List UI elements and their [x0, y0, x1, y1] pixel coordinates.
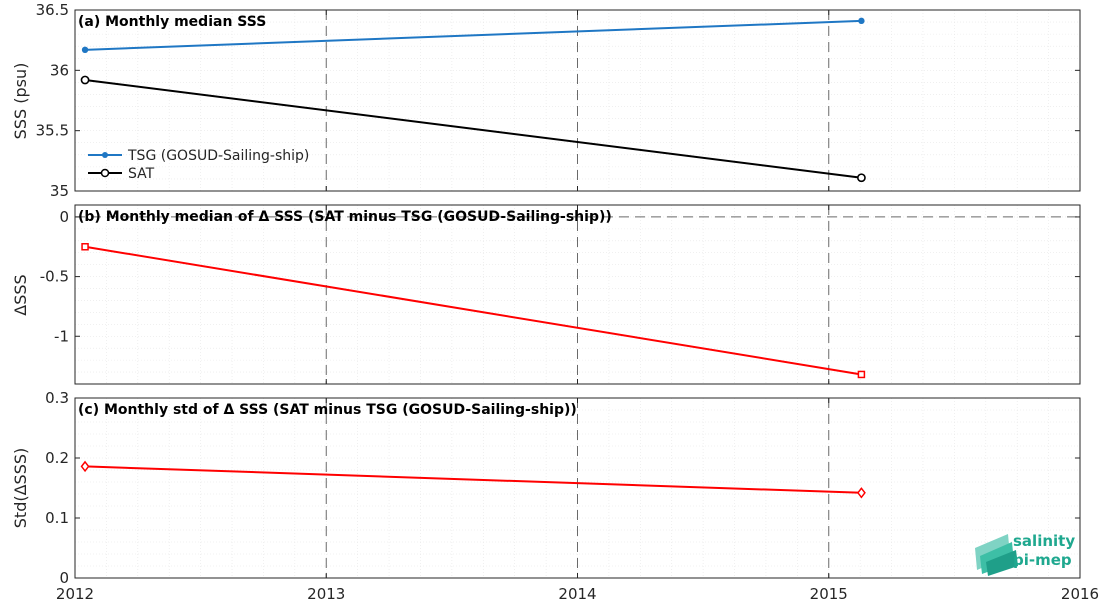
legend-label-sat: SAT	[128, 166, 155, 182]
data-point	[857, 370, 866, 379]
x-tick-label: 2015	[810, 585, 848, 603]
logo-wave-icon	[975, 534, 1018, 576]
data-point	[858, 17, 865, 25]
panel-c: 0 0.1 0.2 0.3 2012 2013 2014 2015 2016	[45, 389, 1099, 603]
series-line	[84, 245, 862, 376]
legend: TSG (GOSUD-Sailing-ship) SAT	[88, 148, 309, 182]
panel-c-title: (c) Monthly std of Δ SSS (SAT minus TSG …	[78, 402, 577, 418]
data-point	[857, 173, 866, 183]
y-tick-label: 36	[50, 61, 69, 79]
panel-b-title: (b) Monthly median of Δ SSS (SAT minus T…	[78, 209, 612, 225]
salinity-pimep-logo: salinity pi-mep	[975, 532, 1075, 576]
y-tick-label: 0	[59, 208, 69, 226]
data-point	[80, 75, 90, 85]
series-line	[85, 19, 862, 51]
legend-label-tsg: TSG (GOSUD-Sailing-ship)	[127, 148, 309, 164]
legend-marker-sat	[100, 168, 110, 178]
data-point	[81, 243, 89, 251]
panel-a: 35 35.5 36 36.5	[36, 1, 1081, 200]
x-tick-label: 2016	[1061, 585, 1099, 603]
y-tick-label: 0.3	[45, 389, 69, 407]
y-tick-label: 36.5	[36, 1, 69, 19]
x-tick-label: 2013	[307, 585, 345, 603]
y-tick-label: -0.5	[40, 268, 69, 286]
panel-b-ylabel: ΔSSS	[11, 274, 30, 315]
legend-marker-tsg	[102, 152, 108, 158]
y-tick-label: 35.5	[36, 122, 69, 140]
axes-frame	[74, 397, 1081, 579]
y-tick-label: 35	[50, 182, 69, 200]
data-point	[80, 460, 90, 473]
series-line	[84, 78, 862, 179]
logo-text-salinity: salinity	[1013, 532, 1075, 550]
panel-b: -1 -0.5 0	[40, 204, 1081, 385]
legend-item-sat: SAT	[88, 166, 155, 182]
panel-a-title: (a) Monthly median SSS	[78, 14, 266, 30]
logo-text-pimep: pi-mep	[1013, 551, 1072, 569]
y-tick-label: -1	[54, 327, 69, 345]
y-tick-label: 0	[59, 569, 69, 587]
axes-frame	[74, 9, 1081, 192]
legend-item-tsg: TSG (GOSUD-Sailing-ship)	[88, 148, 309, 164]
series-line	[85, 465, 862, 494]
x-tick-label: 2014	[558, 585, 596, 603]
panel-c-ylabel: Std(ΔSSS)	[11, 448, 30, 528]
x-tick-label: 2012	[56, 585, 94, 603]
axes-frame	[74, 204, 1081, 385]
data-point	[856, 487, 866, 499]
panel-a-ylabel: SSS (psu)	[11, 63, 30, 140]
y-tick-label: 0.1	[45, 509, 69, 527]
data-point	[81, 46, 89, 54]
y-tick-label: 0.2	[45, 449, 69, 467]
